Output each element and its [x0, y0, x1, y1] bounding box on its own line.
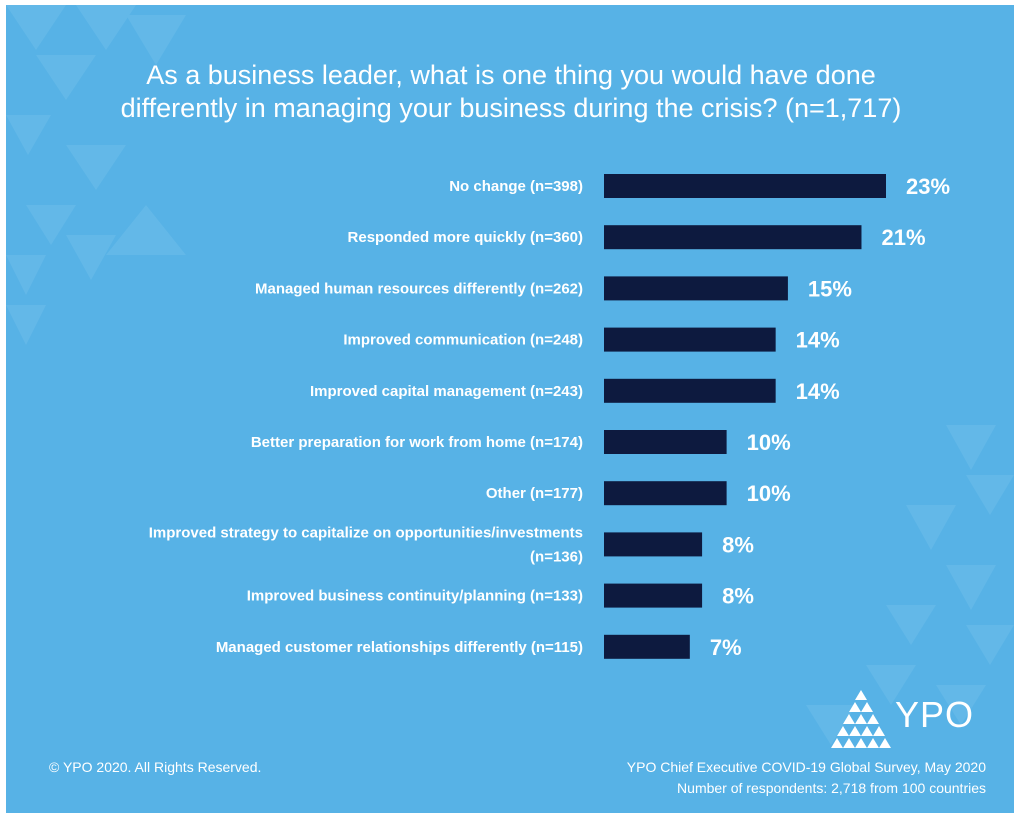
category-label-2: Responded more quickly (n=360) [348, 229, 583, 246]
bar-1 [604, 174, 886, 198]
category-label-8-line-1: Improved strategy to capitalize on oppor… [149, 524, 583, 541]
chart-title-line-2: differently in managing your business du… [120, 93, 902, 123]
value-label-10: 7% [710, 635, 742, 660]
category-label-3: Managed human resources differently (n=2… [255, 280, 583, 297]
bar-chart: No change (n=398) 23% Responded more quick… [149, 174, 950, 660]
copyright-notice: © YPO 2020. All Rights Reserved. [49, 759, 262, 775]
value-label-7: 10% [747, 481, 791, 506]
value-label-2: 21% [881, 225, 925, 250]
bar-7 [604, 481, 727, 506]
logo-text: YPO [895, 694, 975, 735]
decorative-triangle-pattern [6, 5, 1014, 745]
value-label-4: 14% [796, 328, 840, 353]
chart-slide: As a business leader, what is one thing … [6, 5, 1014, 813]
source-line-2: Number of respondents: 2,718 from 100 co… [677, 780, 986, 796]
ypo-triangle-logo-icon [831, 690, 891, 748]
bar-9 [604, 583, 703, 608]
category-label-10: Managed customer relationships different… [216, 639, 583, 656]
value-label-5: 14% [796, 379, 840, 404]
value-label-6: 10% [747, 430, 791, 455]
bar-6 [604, 430, 727, 454]
category-label-5: Improved capital management (n=243) [310, 383, 583, 400]
chart-title: As a business leader, what is one thing … [36, 59, 986, 125]
bar-2 [604, 225, 862, 250]
value-label-9: 8% [722, 584, 754, 609]
value-label-8: 8% [722, 532, 754, 557]
category-label-8-line-2: (n=136) [530, 548, 583, 565]
category-label-6: Better preparation for work from home (n… [251, 434, 583, 451]
bar-5 [604, 378, 776, 403]
value-label-1: 23% [906, 174, 950, 199]
bar-10 [604, 634, 690, 659]
bar-3 [604, 276, 788, 301]
category-label-9: Improved business continuity/planning (n… [247, 588, 583, 605]
bar-4 [604, 327, 776, 352]
source-line-1: YPO Chief Executive COVID-19 Global Surv… [626, 759, 986, 775]
category-label-7: Other (n=177) [486, 485, 583, 502]
value-label-3: 15% [808, 276, 852, 301]
category-label-4: Improved communication (n=248) [343, 332, 583, 349]
chart-title-line-1: As a business leader, what is one thing … [146, 60, 876, 90]
bar-8 [604, 532, 703, 557]
ypo-logo: YPO [831, 688, 991, 750]
source-note: YPO Chief Executive COVID-19 Global Surv… [627, 757, 986, 799]
category-label-1: No change (n=398) [449, 178, 583, 195]
